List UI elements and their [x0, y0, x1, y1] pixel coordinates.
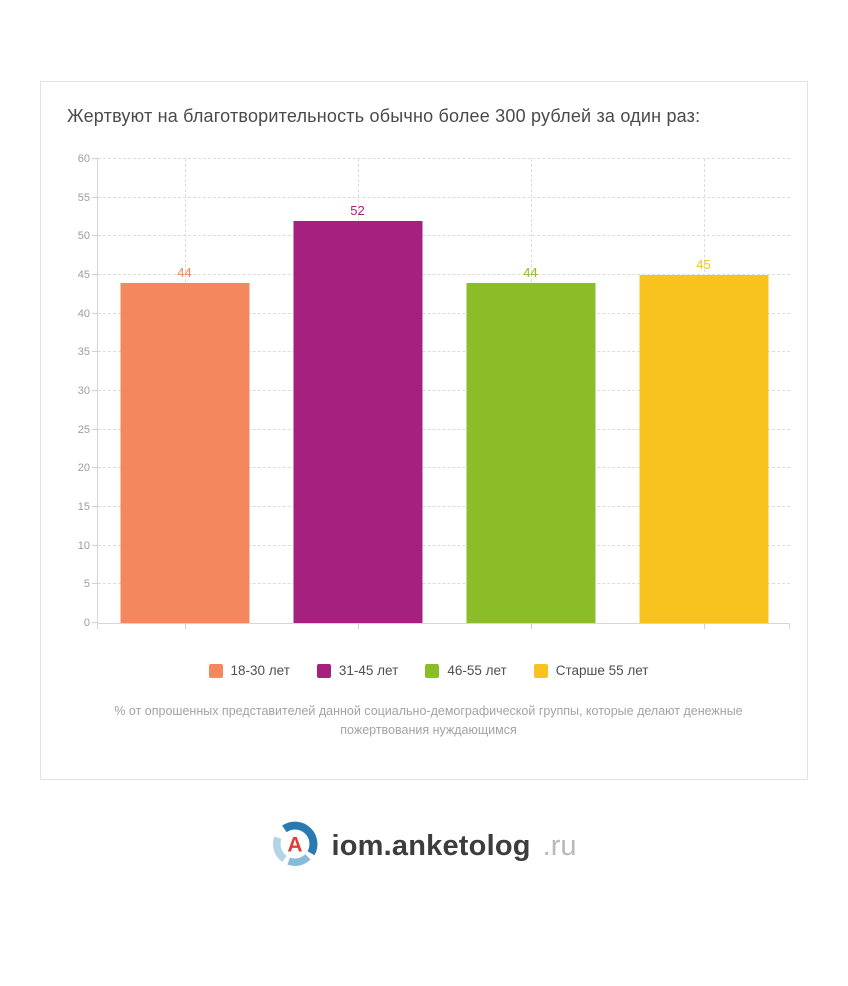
bar-slot: 45 [617, 159, 790, 629]
legend-swatch [533, 663, 548, 678]
y-gridline [98, 312, 790, 314]
y-axis-label: 0 [83, 617, 90, 629]
y-gridline [98, 351, 790, 353]
legend-swatch [425, 663, 440, 678]
chart-card: Жертвуют на благотворительность обычно б… [40, 81, 808, 780]
x-axis-tick [703, 624, 705, 629]
bar-value-label: 44 [177, 264, 192, 280]
page: Жертвуют на благотворительность обычно б… [0, 81, 848, 986]
legend-label: 18-30 лет [230, 663, 290, 678]
legend-item-3[interactable]: 46-55 лет [425, 663, 507, 678]
logo-text: iom.anketolog [331, 829, 531, 862]
y-axis-label: 35 [77, 346, 90, 359]
y-axis-label: 25 [77, 423, 90, 436]
bar-3[interactable] [466, 282, 595, 623]
y-axis-tick [92, 506, 98, 507]
y-axis-label: 40 [77, 307, 90, 320]
x-axis-tick [184, 624, 186, 629]
y-axis-tick [92, 467, 98, 469]
legend-label: 46-55 лет [447, 663, 507, 678]
y-axis-label: 10 [77, 539, 90, 552]
y-gridline [98, 390, 790, 391]
y-axis-label: 20 [77, 462, 90, 475]
chart-footnote: % от опрошенных представителей данной со… [114, 704, 743, 738]
bar-slot: 44 [98, 159, 271, 629]
y-gridline [98, 544, 790, 546]
y-gridline [98, 274, 790, 275]
legend-swatch [316, 663, 331, 678]
y-axis-tick [92, 351, 98, 353]
legend-swatch [208, 663, 223, 678]
bar-slot: 44 [444, 159, 617, 629]
y-gridline [98, 158, 790, 159]
chart-title: Жертвуют на благотворительность обычно б… [67, 106, 701, 126]
plot-area: 44 52 44 45 0 5 10 15 20 25 30 35 40 45 50 55 60 [78, 153, 790, 629]
y-axis-label: 15 [77, 501, 90, 513]
bar-value-label: 52 [350, 202, 365, 218]
bar-value-label: 45 [696, 257, 711, 272]
bar-value-label: 44 [523, 264, 538, 280]
y-axis-tick [92, 235, 98, 237]
y-axis-label: 30 [77, 385, 90, 397]
y-axis-label: 55 [77, 191, 90, 204]
y-axis-tick [92, 583, 98, 585]
y-axis-tick [92, 428, 98, 430]
y-axis-tick [92, 390, 98, 391]
x-axis-tick [357, 624, 359, 629]
y-axis-label: 5 [83, 578, 90, 591]
y-gridline [98, 583, 790, 585]
y-axis-tick [92, 274, 98, 275]
logo-text-suffix: .ru [542, 829, 577, 862]
bar-2[interactable] [293, 220, 422, 623]
y-gridline [98, 428, 790, 430]
y-gridline [98, 467, 790, 469]
bar-4[interactable] [639, 275, 768, 623]
y-axis-label: 45 [77, 269, 90, 281]
y-gridline [98, 506, 790, 507]
y-axis-label: 60 [77, 153, 90, 165]
site-logo-link[interactable]: A iom.anketolog .ru [0, 820, 848, 873]
x-axis-tick [530, 624, 532, 629]
chart-legend: 18-30 лет 31-45 лет 46-55 лет Старше 55 лет [67, 663, 790, 678]
y-axis-tick [92, 312, 98, 314]
bar-1[interactable] [120, 282, 249, 623]
y-axis-tick [92, 544, 98, 546]
y-axis-label: 50 [77, 230, 90, 243]
y-gridline [98, 235, 790, 237]
y-axis-tick [92, 158, 98, 159]
legend-item-4[interactable]: Старше 55 лет [533, 663, 649, 678]
bar-chart: 44 52 44 45 0 5 10 15 20 25 30 35 40 45 50 55 60 [67, 153, 790, 629]
bar-slot: 52 [271, 159, 444, 629]
bar-slots: 44 52 44 45 [98, 159, 790, 629]
legend-item-2[interactable]: 31-45 лет [316, 663, 399, 678]
legend-item-1[interactable]: 18-30 лет [208, 663, 290, 678]
legend-label: Старше 55 лет [555, 663, 649, 678]
legend-label: 31-45 лет [338, 663, 399, 678]
y-gridline [98, 196, 790, 198]
anketolog-logo-icon: A [271, 820, 319, 873]
svg-text:A: A [288, 833, 303, 856]
y-axis-tick [92, 622, 98, 623]
y-axis-tick [92, 196, 98, 198]
